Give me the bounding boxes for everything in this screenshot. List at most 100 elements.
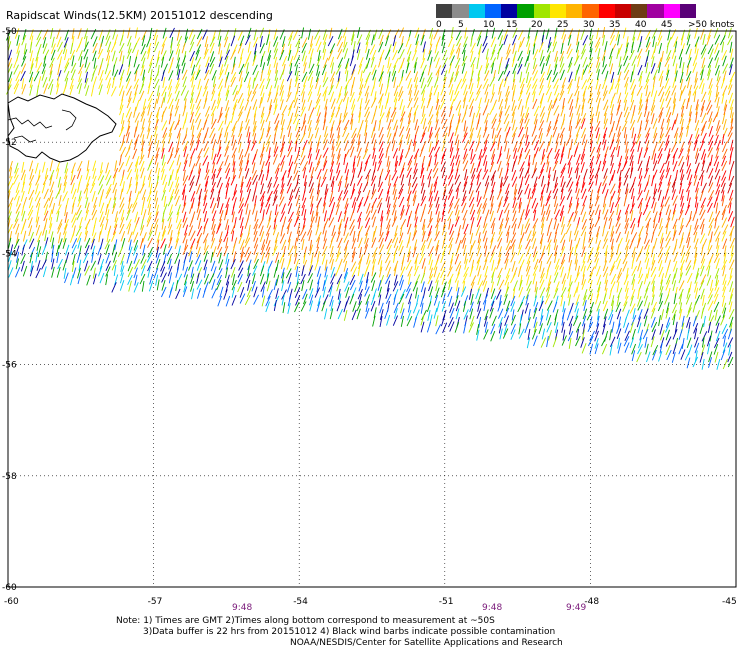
wind-barb (189, 230, 196, 241)
wind-barb (721, 302, 727, 314)
wind-barb (658, 85, 664, 97)
wind-barb (372, 154, 377, 166)
wind-barb (344, 176, 348, 188)
wind-barb (281, 294, 285, 306)
wind-barb (155, 246, 160, 258)
wind-barb (545, 195, 551, 207)
wind-barb (363, 77, 369, 89)
wind-barb (141, 35, 146, 47)
wind-barb (443, 70, 448, 82)
wind-barb (714, 64, 720, 76)
wind-barb (679, 302, 683, 314)
wind-barb (716, 139, 721, 151)
wind-barb (329, 133, 335, 145)
wind-barb (504, 132, 508, 144)
wind-barb (665, 317, 671, 328)
wind-barb (554, 223, 560, 235)
wind-barb (337, 148, 341, 159)
wind-barb (708, 253, 714, 264)
wind-barb (226, 43, 231, 54)
wind-barb (587, 252, 593, 263)
wind-barb (71, 202, 75, 214)
wind-barb (518, 56, 523, 68)
wind-barb (422, 224, 426, 236)
wind-barb (650, 231, 655, 243)
wind-barb (386, 133, 392, 144)
wind-barb (253, 294, 260, 305)
wind-barb (420, 77, 425, 89)
wind-barb (482, 78, 489, 89)
wind-barb (484, 112, 489, 124)
wind-barb (610, 202, 614, 214)
wind-barb (729, 41, 733, 53)
wind-barb (496, 238, 503, 249)
wind-barb (336, 300, 342, 312)
wind-barb (594, 37, 601, 48)
wind-barb (594, 121, 601, 132)
wind-barb (708, 140, 714, 152)
wind-barb (309, 48, 314, 60)
wind-barb (29, 265, 34, 277)
wind-barb (708, 315, 715, 326)
wind-barb (722, 238, 728, 250)
wind-barb (705, 100, 712, 111)
wind-barb (645, 196, 651, 207)
wind-barb (36, 240, 40, 251)
wind-barb (275, 274, 280, 286)
wind-barb (629, 322, 634, 333)
wind-barb (287, 105, 293, 117)
wind-barb (370, 56, 375, 68)
wind-barb (650, 56, 655, 68)
wind-barb (499, 35, 503, 47)
wind-barb (147, 83, 151, 95)
wind-barb (541, 204, 545, 216)
wind-barb (700, 44, 707, 55)
wind-barb (678, 209, 684, 221)
wind-barb (623, 62, 630, 73)
wind-barb (532, 202, 539, 214)
wind-barb (362, 148, 369, 160)
wind-barb (237, 281, 243, 293)
wind-barb (553, 218, 558, 230)
wind-barb (581, 219, 587, 230)
wind-barb (729, 281, 734, 293)
wind-barb (625, 245, 629, 257)
wind-barb (699, 218, 705, 230)
wind-barb (596, 274, 602, 286)
wind-barb (468, 322, 474, 333)
wind-barb (323, 274, 328, 286)
wind-barb (609, 265, 615, 276)
wind-barb (694, 246, 698, 258)
wind-barb (44, 168, 48, 179)
wind-barb (357, 265, 361, 277)
wind-barb (252, 203, 257, 215)
wind-barb (209, 42, 215, 54)
wind-barb (414, 274, 421, 285)
wind-barb (475, 288, 480, 300)
wind-barb (524, 174, 530, 186)
wind-barb (265, 246, 271, 258)
wind-barb (645, 189, 650, 201)
wind-barb (435, 196, 440, 208)
wind-barb (287, 126, 292, 137)
wind-barb (604, 146, 609, 158)
wind-barb (27, 205, 34, 216)
wind-barb (541, 148, 545, 160)
wind-barb (695, 104, 699, 116)
wind-barb (601, 49, 607, 61)
wind-barb (324, 259, 328, 271)
wind-barb (686, 28, 691, 40)
wind-barb (447, 189, 453, 200)
wind-barb (358, 254, 364, 265)
wind-barb (652, 118, 658, 129)
wind-barb (258, 218, 264, 229)
wind-barb (651, 175, 655, 187)
wind-barb (560, 163, 567, 174)
wind-barb (175, 195, 180, 207)
wind-barb (470, 209, 476, 221)
wind-barb (440, 153, 445, 165)
wind-barb (8, 160, 13, 172)
wind-barb (188, 169, 193, 181)
wind-barb (566, 48, 573, 59)
wind-barb (141, 280, 145, 292)
